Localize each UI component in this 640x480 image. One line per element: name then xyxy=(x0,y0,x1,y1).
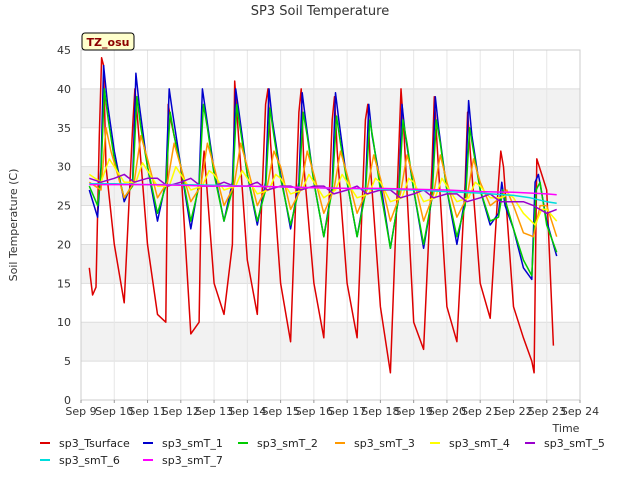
legend-label: sp3_smT_2 xyxy=(257,437,318,450)
background-band xyxy=(81,50,580,89)
series-line-sp3-smt-5 xyxy=(89,173,557,215)
y-axis-ticks: 0 5 10 15 20 25 30 35 40 45 xyxy=(57,44,71,407)
x-tick-label: Sep 19 xyxy=(395,405,433,418)
legend-label: sp3_Tsurface xyxy=(59,437,130,450)
y-tick-label: 25 xyxy=(57,200,71,213)
y-axis-label: Soil Temperature (C) xyxy=(7,169,20,282)
legend: sp3_Tsurface sp3_smT_1 sp3_smT_2 sp3_smT_3 s… xyxy=(40,437,605,467)
background-band xyxy=(81,361,580,400)
legend-item-sp3-smt-1: sp3_smT_1 xyxy=(143,437,223,450)
x-tick-label: Sep 18 xyxy=(361,405,399,418)
series-line-sp3-smt-4 xyxy=(88,158,558,226)
y-tick-label: 0 xyxy=(64,394,71,407)
y-tick-label: 10 xyxy=(57,316,71,329)
legend-item-sp3-smt-4: sp3_smT_4 xyxy=(430,437,510,450)
y-tick-label: 35 xyxy=(57,122,71,135)
background-band xyxy=(81,283,580,323)
x-tick-label: Sep 21 xyxy=(461,405,499,418)
background-band xyxy=(81,88,580,128)
y-tick-label: 15 xyxy=(57,277,71,290)
x-tick-label: Sep 17 xyxy=(328,405,366,418)
y-tick-label: 30 xyxy=(57,161,71,174)
x-tick-label: Sep 9 xyxy=(65,405,96,418)
x-tick-label: Sep 23 xyxy=(528,405,566,418)
x-tick-label: Sep 16 xyxy=(295,405,333,418)
series-line-sp3-tsurface xyxy=(88,57,555,374)
y-tick-label: 20 xyxy=(57,238,71,251)
x-tick-label: Sep 15 xyxy=(261,405,299,418)
legend-label: sp3_smT_5 xyxy=(544,437,605,450)
legend-item-sp3-smt-3: sp3_smT_3 xyxy=(335,437,415,450)
legend-item-sp3-smt-2: sp3_smT_2 xyxy=(238,437,318,450)
y-tick-label: 45 xyxy=(57,44,71,57)
background-band xyxy=(81,244,580,284)
series-line-sp3-smt-7 xyxy=(89,183,557,196)
legend-label: sp3_smT_1 xyxy=(162,437,223,450)
x-tick-label: Sep 24 xyxy=(561,405,599,418)
x-tick-label: Sep 13 xyxy=(195,405,233,418)
legend-label: sp3_smT_7 xyxy=(162,454,223,467)
series-line-sp3-smt-2 xyxy=(88,88,558,277)
plot-frame xyxy=(80,49,581,401)
y-tick-label: 5 xyxy=(64,355,71,368)
x-axis-label: Time xyxy=(552,422,580,435)
tz-badge-label: TZ_osu xyxy=(87,36,130,49)
legend-label: sp3_smT_6 xyxy=(59,454,120,467)
legend-item-sp3-tsurface: sp3_Tsurface xyxy=(40,437,130,450)
legend-label: sp3_smT_4 xyxy=(449,437,510,450)
x-tick-label: Sep 20 xyxy=(428,405,466,418)
tz-badge: TZ_osu xyxy=(81,32,135,51)
x-tick-label: Sep 22 xyxy=(494,405,532,418)
series-lines xyxy=(88,57,558,374)
y-tick-label: 40 xyxy=(57,83,71,96)
x-tick-label: Sep 12 xyxy=(162,405,200,418)
x-tick-label: Sep 10 xyxy=(95,405,133,418)
legend-label: sp3_smT_3 xyxy=(354,437,415,450)
legend-item-sp3-smt-7: sp3_smT_7 xyxy=(143,454,223,467)
x-tick-label: Sep 11 xyxy=(128,405,166,418)
x-tick-label: Sep 14 xyxy=(228,405,266,418)
legend-item-sp3-smt-6: sp3_smT_6 xyxy=(40,454,120,467)
series-line-sp3-smt-3 xyxy=(88,127,558,238)
legend-item-sp3-smt-5: sp3_smT_5 xyxy=(525,437,605,450)
background-band xyxy=(81,322,580,362)
background-bands xyxy=(81,50,580,400)
tz-badge-box xyxy=(81,32,135,51)
chart-title: SP3 Soil Temperature xyxy=(251,4,389,19)
